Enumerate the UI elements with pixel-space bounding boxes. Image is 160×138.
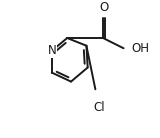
Text: Cl: Cl [93,101,105,114]
Text: OH: OH [131,42,149,55]
Text: O: O [99,1,108,14]
Text: N: N [47,44,56,57]
